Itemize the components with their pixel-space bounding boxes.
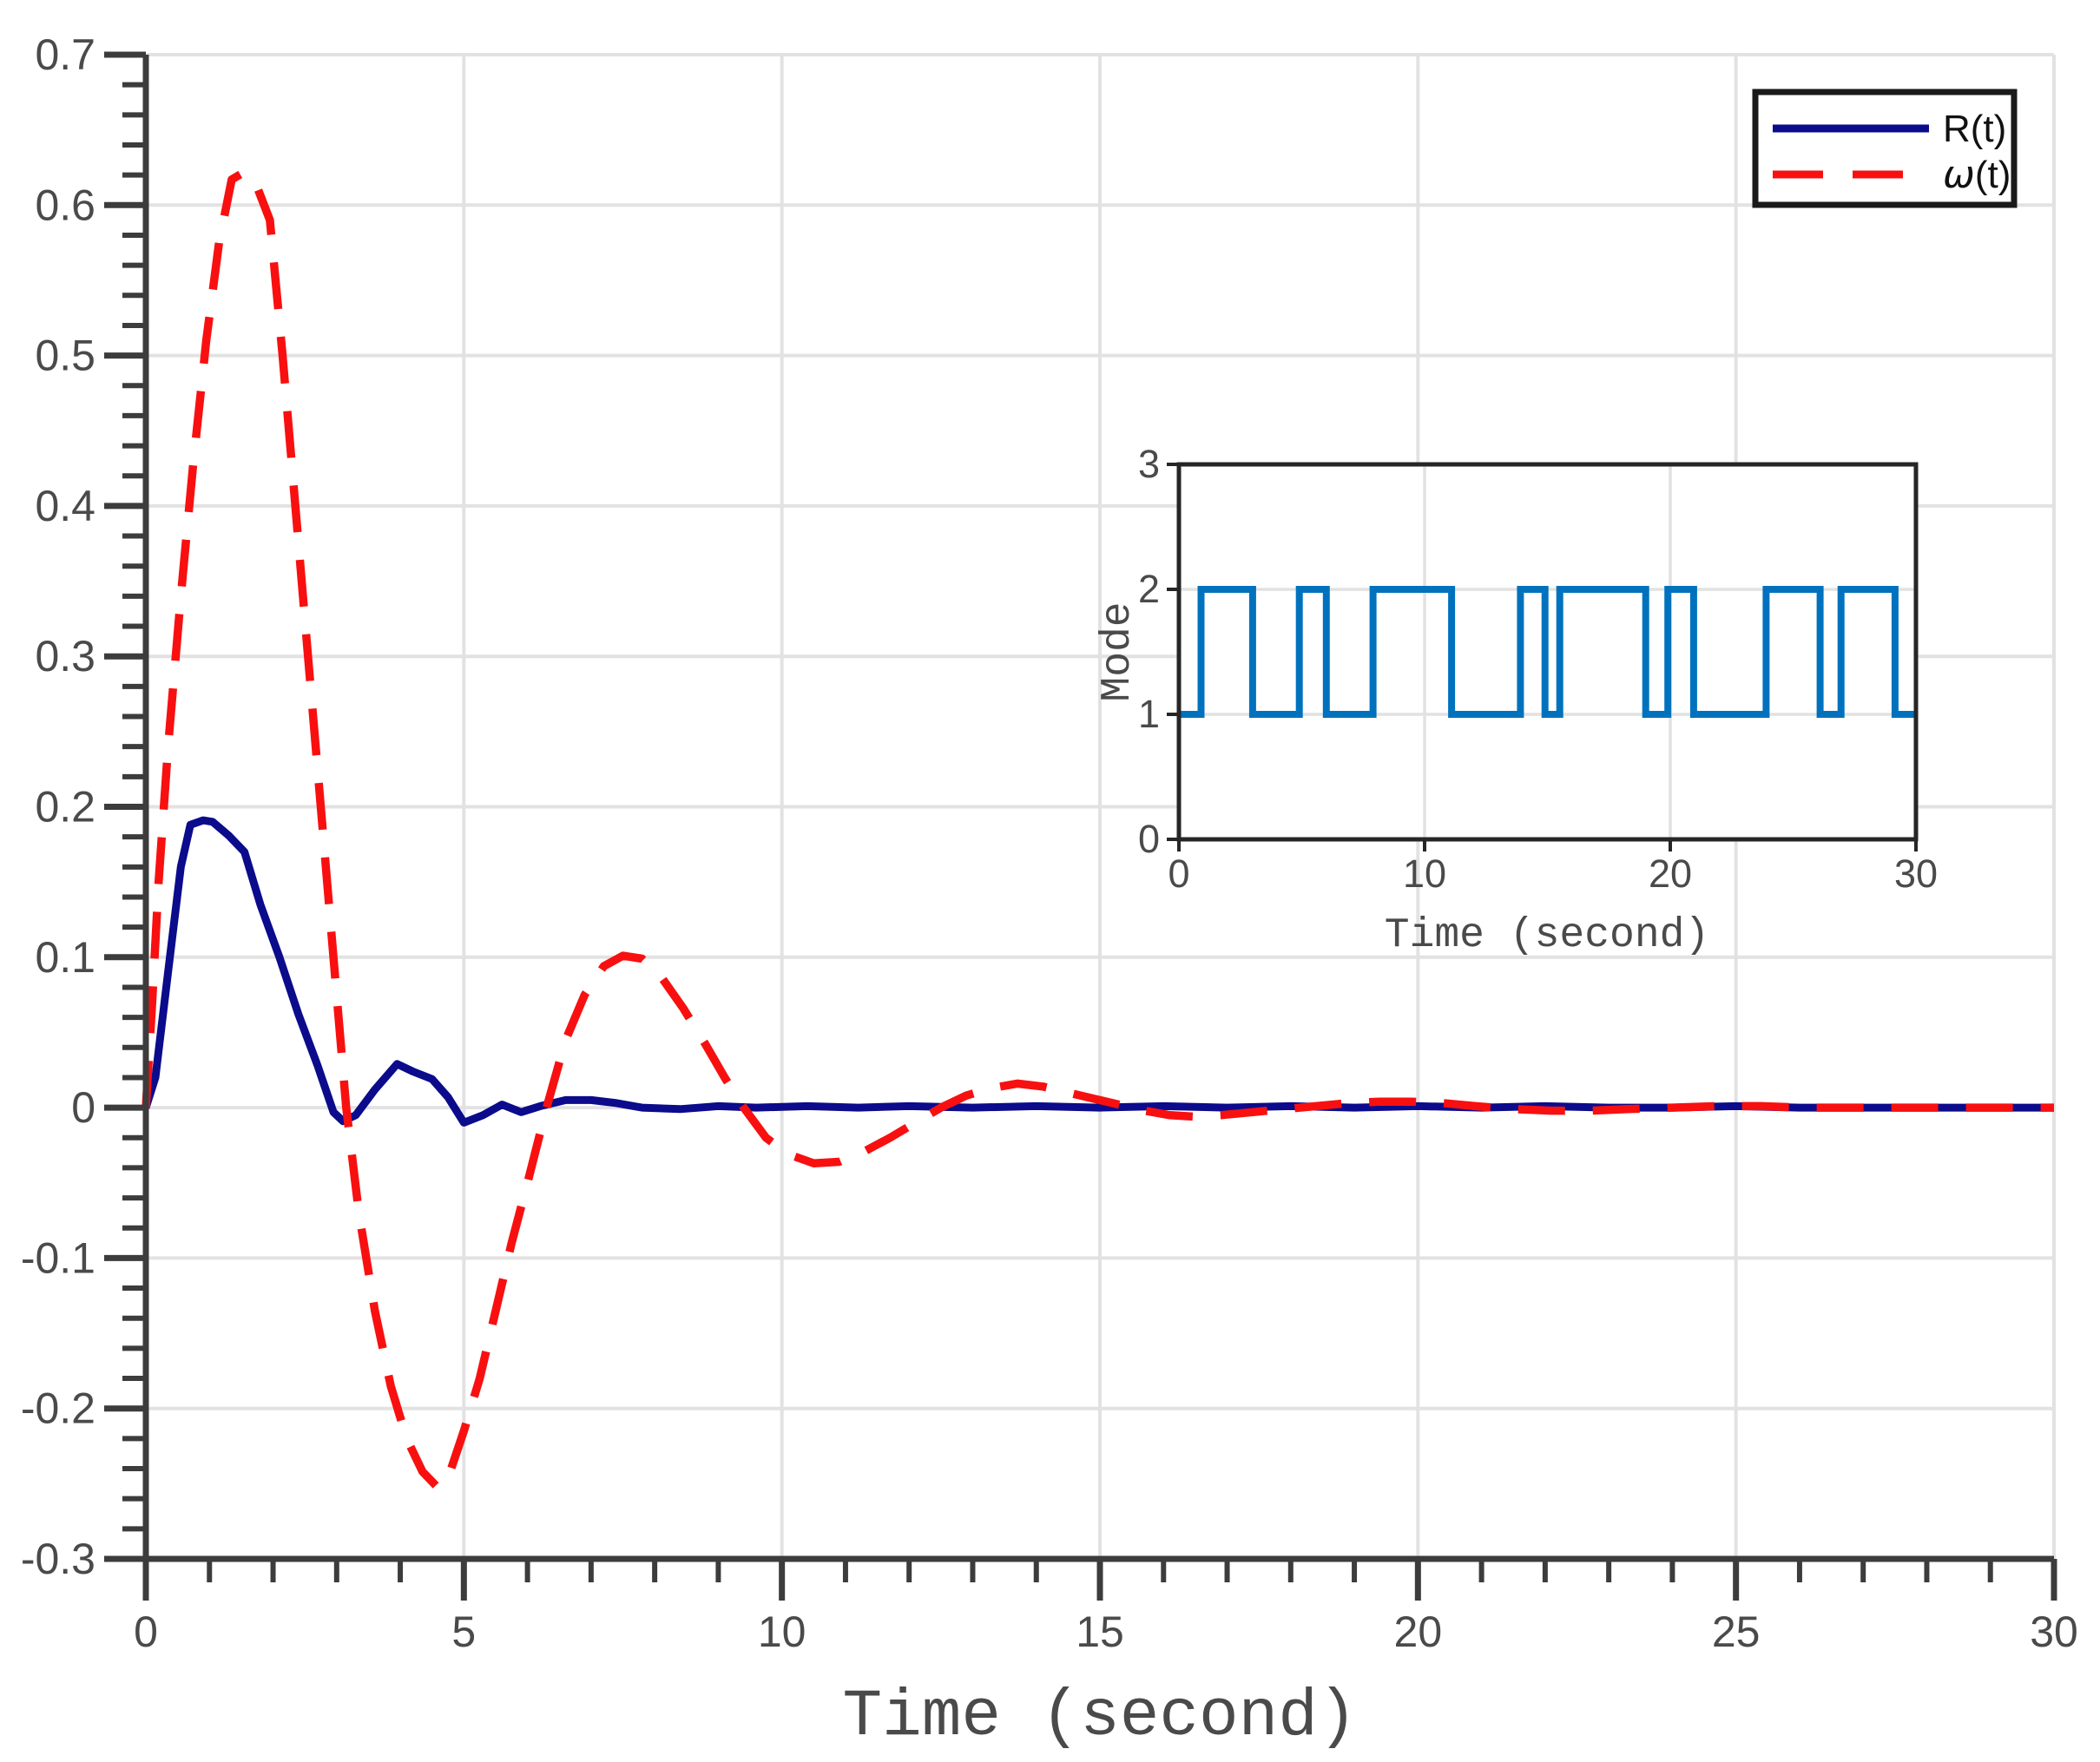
inset-y-axis-label: Mode (1095, 602, 1142, 701)
y-tick-label: -0.2 (21, 1384, 95, 1433)
legend-suffix-omega: (t) (1975, 154, 2011, 196)
x-tick-label: 25 (1712, 1607, 1761, 1656)
legend-symbol-R: R (1943, 108, 1971, 150)
inset-x-tick-label: 0 (1168, 851, 1189, 896)
y-tick-label: 0.3 (35, 632, 95, 680)
legend-suffix-R: (t) (1971, 108, 2007, 150)
main-series (142, 168, 2054, 1493)
inset-box (1176, 462, 1919, 842)
x-tick-label: 5 (451, 1607, 476, 1656)
main-axes (104, 51, 2057, 1601)
inset-y-tick-label: 2 (1138, 567, 1160, 611)
inset-y-tick-label: 0 (1138, 817, 1160, 861)
inset-x-axis-label: Time (second) (1385, 912, 1709, 959)
inset-series-mode (1179, 586, 1916, 718)
inset-y-tick-label: 3 (1138, 442, 1160, 486)
y-tick-label: 0.5 (35, 332, 95, 380)
y-tick-label: -0.1 (21, 1233, 95, 1282)
legend-box (1752, 89, 2018, 208)
inset-x-tick-label: 20 (1649, 851, 1692, 896)
y-tick-label: 0.1 (35, 933, 95, 982)
x-axis-label: Time (second) (843, 1680, 1358, 1754)
y-tick-label: 0.4 (35, 482, 95, 530)
x-tick-label: 30 (2030, 1607, 2078, 1656)
inset-tick-labels: 0 10 20 30 0 1 2 3 (1138, 442, 1938, 896)
x-tick-label: 15 (1076, 1607, 1124, 1656)
series-omega (142, 168, 2054, 1493)
main-tick-labels: 0 5 10 15 20 25 30-0.3-0.2-0.100.10.20.30.40.5… (21, 30, 2078, 1656)
inset-x-tick-label: 30 (1894, 851, 1938, 896)
legend-label-R: R(t) (1943, 108, 2006, 150)
y-tick-label: 0 (71, 1083, 95, 1132)
y-tick-label: 0.7 (35, 30, 95, 79)
legend-symbol-omega: ω (1943, 153, 1975, 197)
legend-label-omega: ω(t) (1943, 153, 2011, 197)
x-tick-label: 20 (1394, 1607, 1443, 1656)
x-tick-label: 10 (758, 1607, 806, 1656)
inset-axes (1167, 462, 1919, 851)
y-tick-label: 0.2 (35, 783, 95, 832)
inset-series (1179, 586, 1916, 718)
y-tick-label: 0.6 (35, 181, 95, 229)
x-tick-label: 0 (134, 1607, 158, 1656)
inset-plot: 0 10 20 30 0 1 2 3 Time (second) Mode (1095, 442, 1938, 959)
inset-y-tick-label: 1 (1138, 692, 1160, 736)
legend: R(t) ω(t) (1752, 89, 2018, 208)
y-tick-label: -0.3 (21, 1535, 95, 1583)
inset-x-tick-label: 10 (1403, 851, 1446, 896)
series-R (142, 816, 2054, 1127)
